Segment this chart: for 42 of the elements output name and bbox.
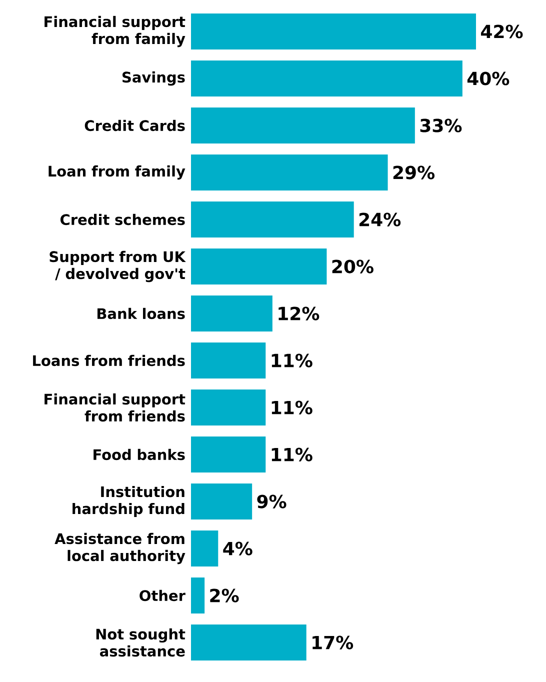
- bar: [191, 14, 476, 50]
- bar: [191, 390, 266, 426]
- bar: [191, 578, 205, 614]
- y-tick-label: Savings: [122, 71, 185, 86]
- data-label: 2%: [210, 588, 239, 602]
- y-tick-label: Loan from family: [48, 165, 186, 180]
- data-label: 11%: [272, 354, 312, 368]
- y-tick-label: Loans from friends: [33, 354, 185, 366]
- y-tick-label: Financial support from family: [44, 16, 186, 48]
- y-tick-label: Support from UK / devolved gov't: [50, 250, 186, 282]
- y-tick-label: Food banks: [94, 448, 185, 460]
- y-tick-label: Institution hardship fund: [72, 486, 184, 518]
- bar: [191, 296, 272, 332]
- y-tick-label: Credit Cards: [84, 120, 185, 132]
- bar: [191, 624, 306, 661]
- y-tick-label: Financial support from friends: [44, 393, 186, 422]
- bar: [191, 202, 354, 238]
- bar: [191, 108, 415, 144]
- bar: [191, 484, 252, 520]
- bar: [191, 530, 218, 567]
- y-tick-label: Assistance from local authority: [54, 532, 186, 564]
- data-label: 20%: [332, 260, 374, 274]
- data-label: 11%: [272, 400, 312, 414]
- y-tick-label: Not sought assistance: [96, 628, 186, 657]
- y-tick-label: Other: [140, 590, 186, 602]
- data-label: 40%: [467, 72, 510, 86]
- data-label: 33%: [420, 118, 462, 132]
- bar: [191, 60, 462, 97]
- bar: [191, 154, 388, 191]
- data-label: 42%: [481, 24, 523, 38]
- bar: [191, 248, 327, 285]
- data-label: 9%: [257, 494, 286, 508]
- bar: [191, 342, 266, 379]
- data-label: 24%: [359, 212, 401, 226]
- data-label: 4%: [223, 542, 252, 556]
- data-label: 29%: [393, 166, 435, 180]
- data-label: 17%: [312, 636, 354, 650]
- y-tick-label: Bank loans: [97, 308, 185, 320]
- y-tick-label: Credit schemes: [60, 214, 185, 226]
- data-label: 12%: [278, 306, 320, 320]
- data-label: 11%: [272, 448, 312, 462]
- bar: [191, 436, 266, 473]
